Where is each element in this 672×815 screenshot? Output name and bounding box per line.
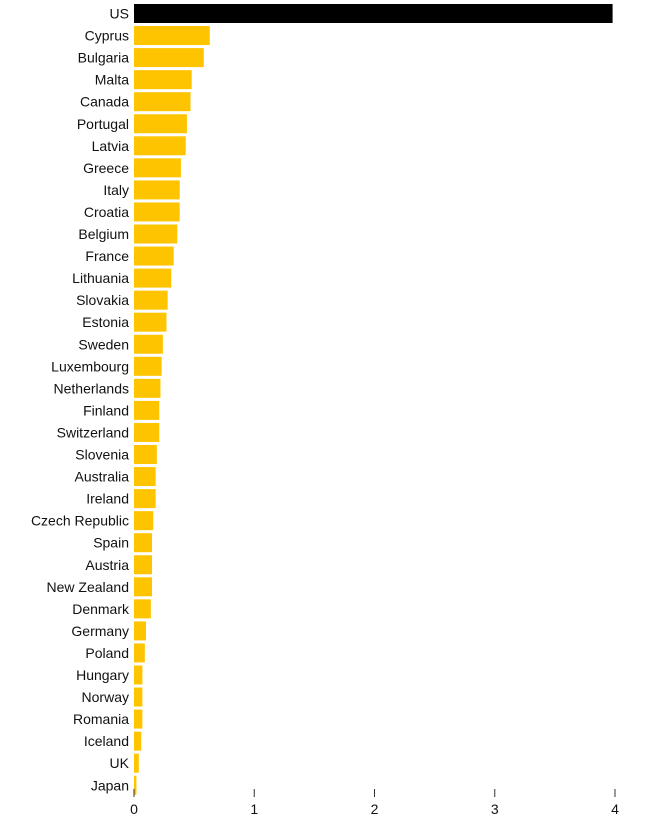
bar-norway [134,687,143,707]
category-label-uk: UK [110,755,130,771]
bar-iceland [134,731,142,751]
bar-czech-republic [134,511,154,531]
bar-france [134,246,174,266]
category-label-australia: Australia [75,469,130,485]
category-label-netherlands: Netherlands [54,380,130,396]
category-label-poland: Poland [85,645,129,661]
bar-australia [134,467,156,487]
category-label-us: US [110,6,129,22]
bar-italy [134,180,180,200]
category-label-slovakia: Slovakia [76,292,129,308]
bar-malta [134,70,192,90]
bar-canada [134,92,191,112]
category-label-germany: Germany [71,623,129,639]
bar-bulgaria [134,48,204,68]
bar-germany [134,621,147,641]
bar-portugal [134,114,187,134]
bar-japan [134,775,137,795]
category-label-iceland: Iceland [84,733,129,749]
bar-cyprus [134,26,210,46]
category-label-cyprus: Cyprus [85,28,129,44]
bar-greece [134,158,181,178]
category-label-japan: Japan [91,777,129,793]
category-label-new-zealand: New Zealand [47,579,130,595]
bar-new-zealand [134,577,153,597]
category-label-croatia: Croatia [84,204,129,220]
category-label-lithuania: Lithuania [72,270,129,286]
category-label-italy: Italy [103,182,129,198]
category-label-romania: Romania [73,711,129,727]
bar-lithuania [134,268,172,288]
category-label-estonia: Estonia [82,314,129,330]
x-tick-label-4: 4 [611,801,619,815]
bar-slovakia [134,290,168,310]
category-label-greece: Greece [83,160,129,176]
bar-netherlands [134,378,161,398]
category-label-france: France [85,248,129,264]
bar-uk [134,753,139,773]
category-label-portugal: Portugal [77,116,129,132]
category-label-malta: Malta [95,72,129,88]
bar-slovenia [134,445,157,464]
bar-romania [134,709,143,729]
bar-us [134,4,613,23]
category-label-denmark: Denmark [72,601,130,617]
x-tick-label-2: 2 [371,801,379,815]
bar-austria [134,555,153,575]
category-label-hungary: Hungary [76,667,129,683]
x-tick-label-0: 0 [130,801,138,815]
bar-switzerland [134,422,160,442]
category-label-czech-republic: Czech Republic [31,513,129,529]
category-label-belgium: Belgium [78,226,129,242]
x-tick-label-1: 1 [250,801,258,815]
category-label-norway: Norway [82,689,129,705]
bar-latvia [134,136,186,156]
bar-denmark [134,599,151,619]
bar-luxembourg [134,356,162,376]
bar-poland [134,643,145,663]
bar-ireland [134,489,156,509]
bar-estonia [134,312,167,332]
category-label-finland: Finland [83,402,129,418]
category-label-latvia: Latvia [92,138,130,154]
bar-spain [134,533,153,553]
bar-finland [134,400,160,420]
category-label-canada: Canada [80,94,129,110]
category-label-spain: Spain [93,535,129,551]
category-label-bulgaria: Bulgaria [78,50,130,66]
bar-croatia [134,202,180,222]
bar-belgium [134,224,178,244]
category-label-slovenia: Slovenia [75,447,129,463]
category-label-sweden: Sweden [78,336,129,352]
bar-hungary [134,665,143,685]
bar-sweden [134,334,163,354]
category-label-luxembourg: Luxembourg [51,358,129,374]
category-label-ireland: Ireland [86,491,129,507]
category-label-austria: Austria [85,557,129,573]
category-label-switzerland: Switzerland [57,424,129,440]
x-tick-label-3: 3 [491,801,499,815]
